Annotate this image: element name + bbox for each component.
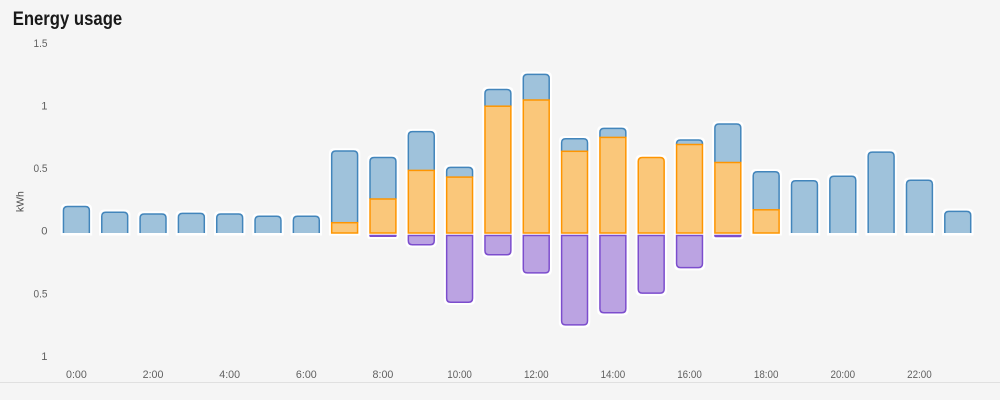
svg-text:0:00: 0:00 xyxy=(66,369,87,381)
svg-text:8:00: 8:00 xyxy=(373,369,394,381)
svg-text:Energy usage: Energy usage xyxy=(13,8,123,30)
svg-text:1: 1 xyxy=(41,351,47,363)
svg-text:1.5: 1.5 xyxy=(34,38,48,50)
svg-text:4:00: 4:00 xyxy=(219,369,240,381)
svg-text:2:00: 2:00 xyxy=(143,369,164,381)
svg-text:14:00: 14:00 xyxy=(601,369,626,381)
svg-text:20:00: 20:00 xyxy=(831,369,856,381)
svg-text:12:00: 12:00 xyxy=(524,369,549,381)
svg-text:1: 1 xyxy=(41,101,47,113)
svg-text:10:00: 10:00 xyxy=(447,369,472,381)
svg-text:18:00: 18:00 xyxy=(754,369,779,381)
svg-text:0.5: 0.5 xyxy=(34,163,48,175)
svg-text:6:00: 6:00 xyxy=(296,369,317,381)
svg-text:16:00: 16:00 xyxy=(677,369,702,381)
svg-text:0: 0 xyxy=(41,226,47,238)
svg-text:0.5: 0.5 xyxy=(34,288,48,300)
svg-text:22:00: 22:00 xyxy=(907,369,932,381)
svg-text:kWh: kWh xyxy=(14,191,26,212)
